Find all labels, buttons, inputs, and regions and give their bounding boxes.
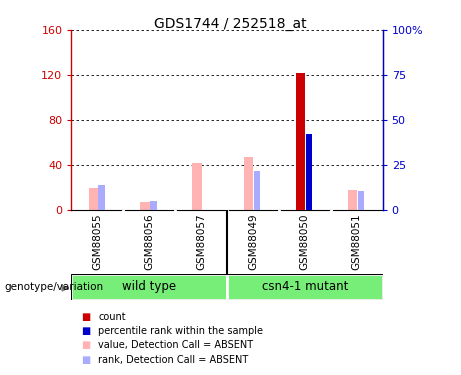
Text: GSM88051: GSM88051 — [352, 214, 362, 270]
Bar — [71, 274, 227, 300]
Text: value, Detection Call = ABSENT: value, Detection Call = ABSENT — [98, 340, 253, 350]
Bar — [192, 163, 201, 210]
Bar — [227, 274, 383, 300]
Text: ■: ■ — [81, 355, 90, 364]
Text: GSM88049: GSM88049 — [248, 214, 258, 270]
Text: genotype/variation: genotype/variation — [5, 282, 104, 292]
Bar — [150, 201, 157, 210]
Text: GSM88050: GSM88050 — [300, 214, 310, 270]
Bar — [348, 190, 357, 210]
Bar — [254, 171, 260, 210]
Bar — [244, 157, 254, 210]
Text: ■: ■ — [81, 340, 90, 350]
Text: GSM88056: GSM88056 — [144, 214, 154, 270]
Bar — [358, 191, 364, 210]
Text: ■: ■ — [81, 312, 90, 322]
Bar — [141, 202, 150, 210]
Bar — [89, 188, 98, 210]
Text: GDS1744 / 252518_at: GDS1744 / 252518_at — [154, 17, 307, 31]
Text: GSM88055: GSM88055 — [92, 214, 102, 270]
Text: csn4-1 mutant: csn4-1 mutant — [262, 280, 348, 293]
Bar — [306, 134, 312, 210]
Text: wild type: wild type — [122, 280, 176, 293]
Text: GSM88057: GSM88057 — [196, 214, 206, 270]
Text: count: count — [98, 312, 126, 322]
Text: percentile rank within the sample: percentile rank within the sample — [98, 326, 263, 336]
Text: ■: ■ — [81, 326, 90, 336]
Bar — [296, 73, 305, 210]
Bar — [99, 185, 105, 210]
Text: rank, Detection Call = ABSENT: rank, Detection Call = ABSENT — [98, 355, 248, 364]
